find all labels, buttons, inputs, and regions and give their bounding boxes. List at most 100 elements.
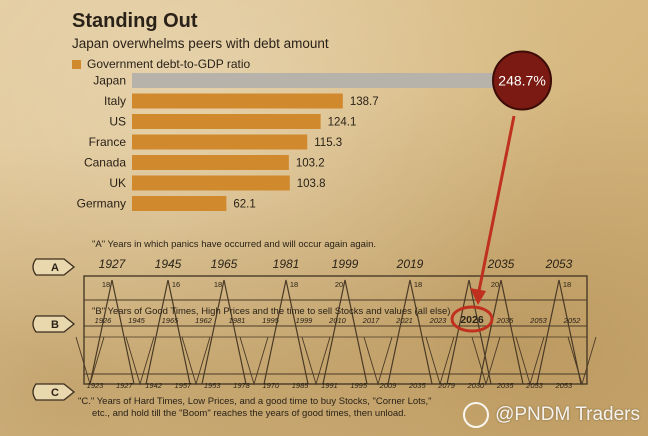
b-year-label: 2017	[362, 316, 381, 325]
marker-letter: C	[51, 387, 59, 399]
chart-title: Standing Out	[72, 10, 198, 32]
cycle-peak	[478, 279, 524, 385]
value-label: 115.3	[314, 137, 342, 149]
bottom-year-label: 2053	[525, 381, 544, 390]
b-year-label: 1981	[229, 316, 246, 325]
hand-markers: A B C	[32, 258, 76, 401]
cycle-trough	[301, 336, 331, 386]
b-year-label: 1926	[95, 316, 113, 325]
marker-letter: A	[51, 262, 59, 274]
b-year-label: 1999	[296, 316, 314, 325]
hand-pointer-icon	[32, 258, 76, 276]
cycle-trough	[471, 336, 501, 386]
arrow-head-icon	[470, 288, 486, 305]
bar	[132, 73, 511, 88]
highlight-year-label: 2026	[460, 314, 484, 326]
cycle-peak	[322, 279, 368, 385]
b-year-label: 2052	[563, 316, 582, 325]
bottom-year-label: 2035	[496, 381, 515, 390]
top-year-label: 2019	[396, 257, 424, 271]
cycle-trough	[75, 336, 105, 386]
cycle-peak	[201, 279, 247, 385]
bottom-year-label: 2053	[554, 381, 573, 390]
bottom-year-label: 2030	[467, 381, 486, 390]
top-small-label: 18	[290, 280, 298, 289]
bar-chart: Japan Italy 138.7 US 124.1 France 115.3 Canada 1…	[77, 50, 553, 211]
category-label: Italy	[104, 94, 126, 108]
top-year-label: 1965	[211, 257, 238, 271]
watermark-logo-icon	[463, 402, 490, 428]
legend-label: Government debt-to-GDP ratio	[87, 57, 251, 71]
top-year-label: 1999	[332, 257, 359, 271]
bottom-year-label: 1985	[292, 381, 310, 390]
cycle-peak	[145, 279, 191, 385]
callout-arrow	[470, 115, 516, 305]
top-year-label: 1927	[99, 257, 127, 271]
cycle-peak	[446, 279, 492, 385]
top-year-label: 2035	[487, 257, 515, 271]
bottom-year-label: 2079	[437, 381, 456, 390]
b-year-label: 2035	[496, 316, 515, 325]
bottom-years: 1923 1927 1942 1957 1953 1978 1970 1985 1991 1995…	[87, 381, 573, 390]
b-years: 1926 1945 1965 1962 1981 1995 1999 2010 2017 2021…	[95, 316, 582, 325]
b-year-label: 1962	[195, 316, 213, 325]
category-label: Canada	[84, 156, 126, 170]
hand-pointer-icon	[32, 383, 76, 401]
line-a-text: "A" Years in which panics have occurred …	[92, 239, 376, 250]
bar	[132, 196, 227, 211]
top-small-label: 18	[102, 280, 110, 289]
chart-subtitle: Japan overwhelms peers with debt amount	[72, 36, 329, 51]
top-small-label: 18	[414, 280, 422, 289]
top-years: 1927 18 1945 16 1965 18 1981 18 1999 20 2019 18 2035…	[99, 257, 573, 289]
marker-letter: B	[51, 319, 59, 331]
category-label: UK	[109, 176, 126, 190]
b-year-label: 2053	[529, 316, 548, 325]
bottom-year-label: 1978	[233, 381, 251, 390]
b-year-label: 1995	[262, 316, 280, 325]
bar	[132, 155, 289, 170]
japan-callout-circle	[492, 50, 553, 111]
b-year-label: 1945	[128, 316, 146, 325]
cycle-trough	[425, 336, 455, 386]
line-c-text: "C." Years of Hard Times, Low Prices, an…	[78, 396, 432, 407]
cycle-trough	[567, 336, 597, 386]
top-year-label: 1945	[155, 257, 182, 271]
b-year-label: 2010	[328, 316, 347, 325]
bottom-year-label: 1927	[116, 381, 134, 390]
b-year-label: 2021	[395, 316, 413, 325]
cycle-trough	[125, 336, 155, 386]
top-small-label: 20	[335, 280, 343, 289]
category-label: US	[109, 115, 126, 129]
bottom-year-label: 1957	[175, 381, 193, 390]
value-label: 103.8	[297, 178, 326, 190]
top-year-label: 2053	[545, 257, 573, 271]
top-year-label: 1981	[273, 257, 300, 271]
japan-value-label: 248.7%	[498, 73, 545, 89]
cycle-trough	[239, 336, 269, 386]
top-small-label: 16	[172, 280, 180, 289]
cycle-trough	[515, 336, 545, 386]
cycle-peak	[263, 279, 309, 385]
highlight-2026: 2026	[450, 305, 494, 333]
top-small-label: 20	[491, 280, 499, 289]
b-year-label: 2023	[429, 316, 448, 325]
category-label: Japan	[93, 74, 126, 88]
bar	[132, 175, 290, 191]
category-label: France	[89, 135, 127, 149]
category-label: Germany	[77, 197, 126, 211]
top-small-label: 18	[214, 280, 222, 289]
bottom-year-label: 1995	[350, 381, 368, 390]
bottom-year-label: 1953	[204, 381, 222, 390]
value-label: 124.1	[328, 117, 357, 129]
cycle-frame	[83, 275, 588, 385]
legend: Government debt-to-GDP ratio	[72, 57, 250, 71]
cycle-peak	[536, 279, 582, 385]
bottom-year-label: 1970	[262, 381, 280, 390]
cycle-peak	[387, 279, 433, 385]
cycle-trough	[363, 336, 393, 386]
b-year-label: 1965	[162, 316, 180, 325]
legend-swatch	[72, 59, 81, 69]
bottom-year-label: 1942	[145, 381, 163, 390]
cycle-trough	[181, 336, 211, 386]
